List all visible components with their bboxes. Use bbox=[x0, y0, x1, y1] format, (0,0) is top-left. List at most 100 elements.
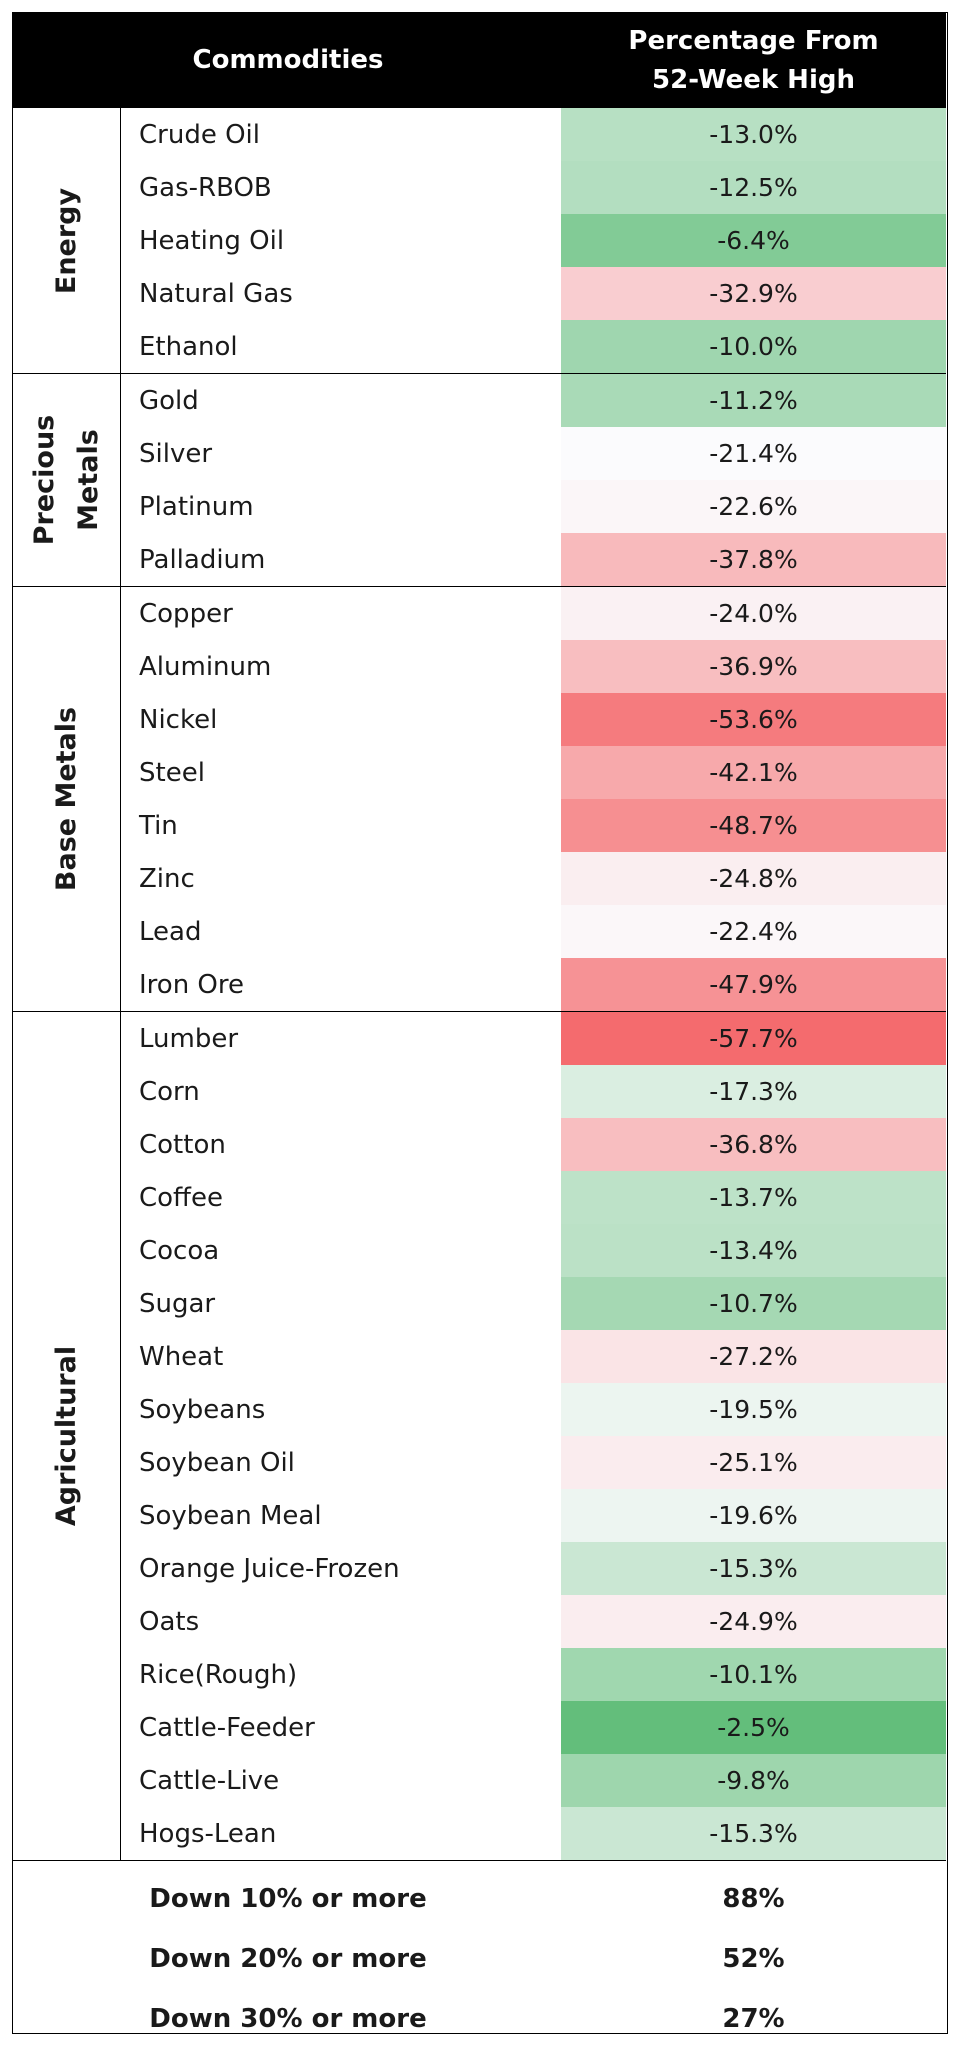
table-row: Palladium -37.8% bbox=[121, 533, 946, 586]
group-label-text: Base Metals bbox=[45, 707, 89, 891]
group-label-line: Base Metals bbox=[50, 706, 82, 892]
group-label-line: Metals bbox=[72, 429, 104, 531]
commodity-name: Silver bbox=[139, 438, 213, 469]
table-row: Rice(Rough) -10.1% bbox=[121, 1648, 946, 1701]
percentage-value: -22.6% bbox=[561, 480, 946, 533]
commodity-name: Nickel bbox=[139, 704, 218, 735]
commodity-name: Gold bbox=[139, 385, 199, 416]
percentage-value: -36.9% bbox=[561, 640, 946, 693]
summary-value: 88% bbox=[722, 1883, 785, 1914]
commodity-name: Copper bbox=[139, 598, 233, 629]
percentage-value: -19.6% bbox=[561, 1489, 946, 1542]
table-row: Cattle-Live -9.8% bbox=[121, 1754, 946, 1807]
table-row: Sugar -10.7% bbox=[121, 1277, 946, 1330]
percentage-value: -22.4% bbox=[561, 905, 946, 958]
percentage-value: -47.9% bbox=[561, 958, 946, 1011]
percentage-value: -42.1% bbox=[561, 746, 946, 799]
table-row: Lumber -57.7% bbox=[121, 1012, 946, 1065]
table-row: Zinc -24.8% bbox=[121, 852, 946, 905]
table-row: Copper -24.0% bbox=[121, 587, 946, 640]
percentage-value: -13.7% bbox=[561, 1171, 946, 1224]
commodity-name: Oats bbox=[139, 1606, 200, 1637]
commodity-name: Heating Oil bbox=[139, 225, 285, 256]
header-commodities: Commodities bbox=[192, 45, 384, 75]
commodity-name: Orange Juice-Frozen bbox=[139, 1553, 400, 1584]
summary-label: Down 20% or more bbox=[149, 1943, 427, 1974]
group-label-text: Energy bbox=[45, 187, 89, 293]
percentage-value: -11.2% bbox=[561, 374, 946, 427]
percentage-value: -24.9% bbox=[561, 1595, 946, 1648]
percentage-value: -15.3% bbox=[561, 1807, 946, 1860]
percentage-value: -17.3% bbox=[561, 1065, 946, 1118]
table-row: Gold -11.2% bbox=[121, 374, 946, 427]
commodity-name: Iron Ore bbox=[139, 969, 245, 1000]
percentage-value: -12.5% bbox=[561, 161, 946, 214]
header-percentage-line1: Percentage From bbox=[628, 25, 879, 56]
table-row: Steel -42.1% bbox=[121, 746, 946, 799]
percentage-value: -19.5% bbox=[561, 1383, 946, 1436]
commodity-name: Coffee bbox=[139, 1182, 223, 1213]
summary-section: Down 10% or more 88% Down 20% or more 52% Do… bbox=[13, 1862, 946, 2034]
commodity-name: Steel bbox=[139, 757, 205, 788]
percentage-value: -32.9% bbox=[561, 267, 946, 320]
table-row: Cotton -36.8% bbox=[121, 1118, 946, 1171]
commodity-name: Zinc bbox=[139, 863, 195, 894]
table-row: Lead -22.4% bbox=[121, 905, 946, 958]
percentage-value: -57.7% bbox=[561, 1012, 946, 1065]
table-row: Aluminum -36.9% bbox=[121, 640, 946, 693]
percentage-value: -37.8% bbox=[561, 533, 946, 586]
commodity-name: Corn bbox=[139, 1076, 200, 1107]
group-3: Agricultural Lumber -57.7% Corn -17.3% Cotton… bbox=[13, 1012, 946, 1861]
commodity-name: Soybean Meal bbox=[139, 1500, 322, 1531]
table-row: Heating Oil -6.4% bbox=[121, 214, 946, 267]
percentage-value: -25.1% bbox=[561, 1436, 946, 1489]
percentage-value: -48.7% bbox=[561, 799, 946, 852]
percentage-value: -10.1% bbox=[561, 1648, 946, 1701]
table-row: Orange Juice-Frozen -15.3% bbox=[121, 1542, 946, 1595]
table-row: Ethanol -10.0% bbox=[121, 320, 946, 373]
percentage-value: -36.8% bbox=[561, 1118, 946, 1171]
table-row: Coffee -13.7% bbox=[121, 1171, 946, 1224]
percentage-value: -53.6% bbox=[561, 693, 946, 746]
percentage-value: -13.4% bbox=[561, 1224, 946, 1277]
commodity-name: Ethanol bbox=[139, 331, 238, 362]
commodities-table: Commodities Percentage From 52-Week High… bbox=[12, 12, 948, 2034]
header-percentage: Percentage From 52-Week High bbox=[561, 13, 946, 108]
group-label-line: Precious bbox=[28, 414, 60, 546]
commodity-name: Lead bbox=[139, 916, 202, 947]
table-row: Corn -17.3% bbox=[121, 1065, 946, 1118]
table-row: Oats -24.9% bbox=[121, 1595, 946, 1648]
commodity-name: Natural Gas bbox=[139, 278, 293, 309]
group-label: Base Metals bbox=[13, 587, 121, 1011]
percentage-value: -2.5% bbox=[561, 1701, 946, 1754]
percentage-value: -24.8% bbox=[561, 852, 946, 905]
table-row: Soybean Oil -25.1% bbox=[121, 1436, 946, 1489]
percentage-value: -24.0% bbox=[561, 587, 946, 640]
table-row: Hogs-Lean -15.3% bbox=[121, 1807, 946, 1860]
group-2: Base Metals Copper -24.0% Aluminum -36.9% Nic… bbox=[13, 587, 946, 1012]
commodity-name: Crude Oil bbox=[139, 119, 260, 150]
commodity-name: Aluminum bbox=[139, 651, 272, 682]
group-label: Energy bbox=[13, 108, 121, 373]
commodity-name: Tin bbox=[139, 810, 178, 841]
percentage-value: -13.0% bbox=[561, 108, 946, 161]
commodity-name: Cattle-Live bbox=[139, 1765, 280, 1796]
percentage-value: -9.8% bbox=[561, 1754, 946, 1807]
table-row: Soybean Meal -19.6% bbox=[121, 1489, 946, 1542]
table-row: Wheat -27.2% bbox=[121, 1330, 946, 1383]
table-row: Silver -21.4% bbox=[121, 427, 946, 480]
commodity-name: Sugar bbox=[139, 1288, 216, 1319]
summary-row: Down 20% or more 52% bbox=[13, 1930, 946, 1987]
commodity-name: Rice(Rough) bbox=[139, 1659, 298, 1690]
table-row: Crude Oil -13.0% bbox=[121, 108, 946, 161]
group-label: Agricultural bbox=[13, 1012, 121, 1860]
table-row: Iron Ore -47.9% bbox=[121, 958, 946, 1011]
table-header: Commodities Percentage From 52-Week High bbox=[13, 13, 946, 108]
percentage-value: -15.3% bbox=[561, 1542, 946, 1595]
table-row: Natural Gas -32.9% bbox=[121, 267, 946, 320]
group-label-line: Agricultural bbox=[50, 1345, 82, 1527]
commodity-name: Cattle-Feeder bbox=[139, 1712, 315, 1743]
percentage-value: -10.7% bbox=[561, 1277, 946, 1330]
commodity-name: Gas-RBOB bbox=[139, 172, 272, 203]
commodity-name: Palladium bbox=[139, 544, 266, 575]
